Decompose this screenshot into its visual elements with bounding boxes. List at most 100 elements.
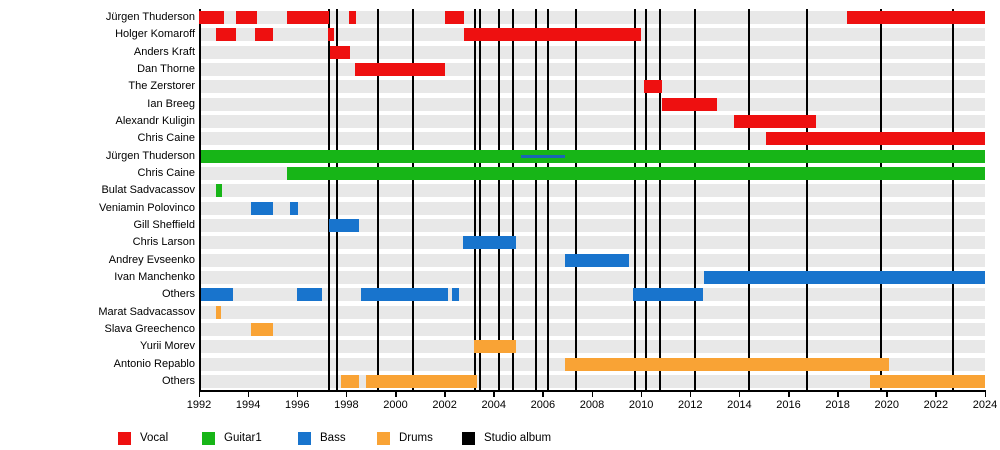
timeline-bar-ivan-manchenko-bass: [703, 270, 985, 284]
row-label-andrey-evseenko-bass: Andrey Evseenko: [108, 253, 195, 266]
row-label-slava-greechenco-drums: Slava Greechenco: [104, 322, 196, 335]
row-label-marat-sadvacassov-drums: Marat Sadvacassov: [98, 305, 195, 318]
studio-album-line: [534, 9, 537, 391]
timeline-bar-holger-komaroff-vocal: [464, 28, 642, 42]
row-label-gill-sheffield-bass: Gill Sheffield: [133, 219, 195, 231]
studio-album-line: [411, 9, 414, 391]
timeline-bar-others-bass: [297, 288, 322, 302]
x-axis-tick: [493, 391, 495, 397]
x-tick-label-2008: 2008: [579, 399, 605, 412]
timeline-bar-anders-kraft-vocal: [330, 45, 351, 59]
row-band-alexandr-kuligin-vocal: [199, 115, 985, 129]
timeline-bar-antonio-repablo-drums: [564, 357, 890, 371]
timeline-bar-holger-komaroff-vocal: [216, 28, 236, 42]
x-tick-label-2004: 2004: [481, 399, 506, 412]
studio-album-line: [645, 9, 648, 391]
timeline-bar-others-bass: [201, 288, 234, 302]
legend-swatch-vocal: [118, 432, 131, 445]
timeline-bar-ian-breeg-vocal: [662, 97, 718, 111]
legend-label-bass: Bass: [320, 432, 346, 444]
x-tick-label-1994: 1994: [235, 399, 261, 412]
timeline-bar-others-bass: [632, 288, 703, 302]
legend-label-guitar1: Guitar1: [224, 432, 262, 444]
overlay-stripe-bass-j-rgen-thuderson: [520, 154, 565, 158]
timeline-bar-marat-sadvacassov-drums: [216, 305, 222, 319]
timeline-bar-chris-caine-guitar: [287, 167, 985, 181]
row-band-chris-larson-bass: [199, 236, 985, 250]
row-label-others-drums: Others: [161, 374, 195, 387]
timeline-bar-others-bass: [451, 288, 460, 302]
legend-label-vocal: Vocal: [140, 432, 169, 444]
x-tick-label-2020: 2020: [874, 399, 899, 412]
studio-album-line: [474, 9, 477, 391]
x-tick-label-1996: 1996: [285, 399, 310, 412]
studio-album-line: [546, 9, 549, 391]
x-tick-label-2024: 2024: [972, 399, 998, 412]
row-label-bulat-sadvacassov-guitar: Bulat Sadvacassov: [101, 184, 195, 197]
timeline-bar-j-rgen-thuderson-vocal: [199, 11, 224, 25]
row-band-yurii-morev-drums: [199, 340, 985, 354]
row-label-veniamin-polovinco-bass: Veniamin Polovinco: [98, 201, 195, 214]
timeline-bar-bulat-sadvacassov-guitar: [216, 184, 223, 198]
x-axis-tick: [198, 391, 200, 397]
timeline-bar-slava-greechenco-drums: [250, 322, 273, 336]
row-label-others-bass: Others: [161, 288, 195, 301]
row-label-chris-caine-vocal: Chris Caine: [137, 132, 195, 145]
studio-album-line: [952, 9, 955, 391]
legend-swatch-drums: [377, 432, 390, 445]
x-axis-tick: [296, 391, 299, 397]
row-label-holger-komaroff-vocal: Holger Komaroff: [115, 28, 195, 41]
studio-album-line: [335, 9, 338, 391]
x-tick-label-2022: 2022: [923, 399, 949, 412]
studio-album-line: [748, 9, 751, 391]
studio-album-line: [658, 9, 661, 391]
timeline-bar-j-rgen-thuderson-vocal: [847, 11, 985, 25]
x-tick-label-2012: 2012: [678, 399, 703, 412]
timeline-bar-j-rgen-thuderson-vocal: [235, 11, 257, 25]
x-axis-tick: [640, 391, 643, 397]
row-label-alexandr-kuligin-vocal: Alexandr Kuligin: [115, 115, 196, 128]
row-band-anders-kraft-vocal: [199, 45, 985, 59]
row-label-antonio-repablo-drums: Antonio Repablo: [113, 357, 195, 370]
row-band-dan-thorne-vocal: [199, 63, 985, 77]
timeline-bar-holger-komaroff-vocal: [255, 28, 273, 42]
x-axis-tick: [591, 391, 593, 397]
x-axis-tick: [935, 391, 937, 397]
studio-album-line: [328, 9, 331, 391]
row-label-chris-larson-bass: Chris Larson: [132, 236, 195, 249]
row-label-anders-kraft-vocal: Anders Kraft: [133, 45, 195, 58]
x-tick-label-2000: 2000: [383, 399, 408, 412]
x-axis-tick: [345, 391, 348, 397]
timeline-bar-j-rgen-thuderson-guitar: [201, 149, 985, 163]
studio-album-line: [479, 9, 482, 391]
row-band-bulat-sadvacassov-guitar: [199, 184, 985, 198]
studio-album-line: [575, 9, 578, 391]
row-label-ivan-manchenko-bass: Ivan Manchenko: [114, 270, 195, 283]
timeline-bar-others-drums: [869, 374, 985, 388]
row-label-dan-thorne-vocal: Dan Thorne: [137, 63, 195, 76]
timeline-bar-alexandr-kuligin-vocal: [734, 115, 816, 129]
studio-album-line: [497, 9, 500, 391]
row-label-yurii-morev-drums: Yurii Morev: [139, 340, 195, 353]
row-band-marat-sadvacassov-drums: [199, 305, 985, 319]
row-band-j-rgen-thuderson-vocal: [199, 11, 985, 25]
timeline-bar-the-zerstorer-vocal: [643, 80, 662, 94]
x-axis-tick: [886, 391, 888, 397]
legend-label-drums: Drums: [399, 432, 433, 444]
x-axis-line: [199, 390, 986, 392]
x-tick-label-2010: 2010: [628, 399, 654, 412]
row-band-veniamin-polovinco-bass: [199, 201, 985, 215]
row-label-j-rgen-thuderson-guitar: Jürgen Thuderson: [105, 149, 195, 162]
timeline-bar-others-drums: [341, 374, 359, 388]
x-tick-label-2002: 2002: [432, 399, 457, 412]
x-tick-label-2016: 2016: [776, 399, 801, 412]
studio-album-line: [879, 9, 882, 391]
timeline-bar-j-rgen-thuderson-vocal: [287, 11, 330, 25]
timeline-bar-dan-thorne-vocal: [354, 63, 445, 77]
x-axis-tick: [444, 391, 446, 397]
timeline-bar-others-bass: [361, 288, 449, 302]
x-axis-tick: [788, 391, 790, 397]
x-axis-tick: [689, 391, 692, 397]
x-axis-tick: [395, 391, 397, 397]
